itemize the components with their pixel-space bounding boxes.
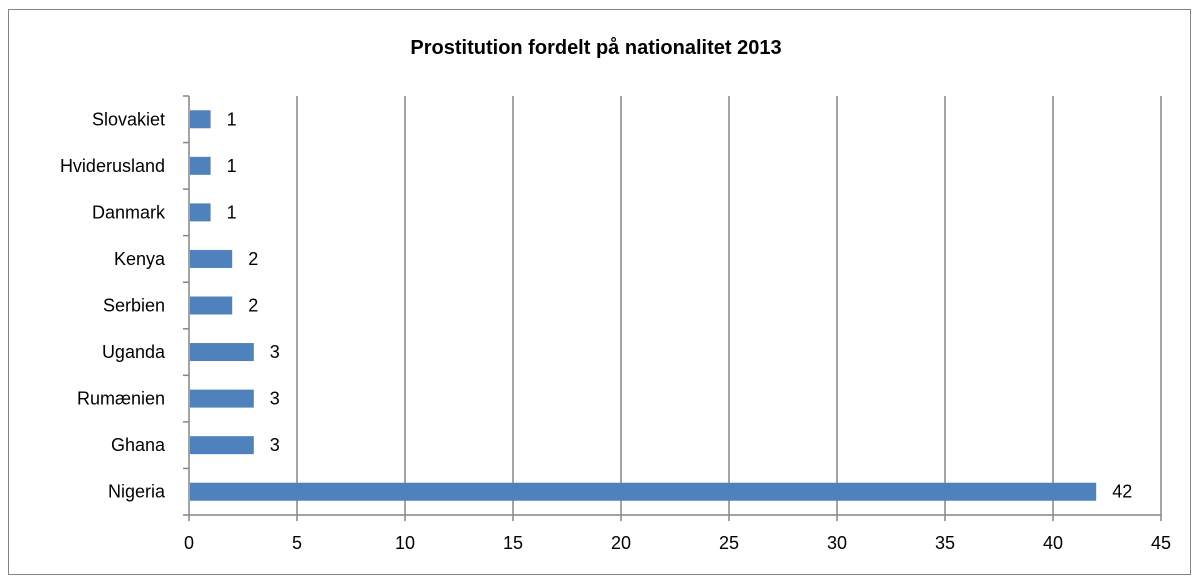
x-tick-label-30: 30	[827, 533, 847, 553]
data-label-uganda: 3	[270, 342, 280, 362]
y-tick-label-slovakiet: Slovakiet	[92, 109, 165, 129]
data-label-kenya: 2	[248, 249, 258, 269]
data-label-ghana: 3	[270, 435, 280, 455]
bar-hviderusland	[190, 156, 211, 175]
bar-uganda	[190, 343, 254, 362]
y-tick-label-serbien: Serbien	[103, 296, 165, 316]
y-tick-label-rumænien: Rumænien	[77, 389, 165, 409]
x-tick-label-10: 10	[395, 533, 415, 553]
chart-title: Prostitution fordelt på nationalitet 201…	[410, 36, 781, 59]
bar-rumænien	[190, 389, 254, 408]
y-tick-label-uganda: Uganda	[102, 342, 166, 362]
bar-nigeria	[190, 482, 1097, 501]
data-label-nigeria: 42	[1112, 482, 1132, 502]
y-tick-label-hviderusland: Hviderusland	[60, 156, 165, 176]
x-tick-label-35: 35	[935, 533, 955, 553]
x-tick-label-5: 5	[292, 533, 302, 553]
y-tick-label-nigeria: Nigeria	[108, 482, 166, 502]
bar-ghana	[190, 436, 254, 455]
y-tick-label-danmark: Danmark	[92, 202, 166, 222]
bar-slovakiet	[190, 110, 211, 129]
y-tick-label-ghana: Ghana	[111, 435, 166, 455]
data-labels: 42 3 3 3 2 2 1 1 1	[227, 109, 1133, 501]
x-tick-label-25: 25	[719, 533, 739, 553]
data-label-slovakiet: 1	[227, 109, 237, 129]
y-tick-labels: Nigeria Ghana Rumænien Uganda Serbien Kenya Da…	[60, 109, 166, 501]
data-label-hviderusland: 1	[227, 156, 237, 176]
x-tick-label-45: 45	[1151, 533, 1171, 553]
chart-frame	[8, 9, 1191, 575]
x-tick-label-20: 20	[611, 533, 631, 553]
data-label-rumænien: 3	[270, 389, 280, 409]
bar-serbien	[190, 296, 233, 315]
data-label-serbien: 2	[248, 296, 258, 316]
axes	[183, 95, 1162, 521]
y-tick-label-kenya: Kenya	[114, 249, 166, 269]
bars	[190, 110, 1097, 501]
x-tick-label-40: 40	[1043, 533, 1063, 553]
gridlines	[296, 96, 1162, 515]
x-tick-labels: 0 5 10 15 20 25 30 35 40 45	[184, 533, 1171, 553]
bar-kenya	[190, 249, 233, 268]
data-label-danmark: 1	[227, 202, 237, 222]
x-tick-label-0: 0	[184, 533, 194, 553]
x-tick-label-15: 15	[503, 533, 523, 553]
bar-danmark	[190, 203, 211, 222]
